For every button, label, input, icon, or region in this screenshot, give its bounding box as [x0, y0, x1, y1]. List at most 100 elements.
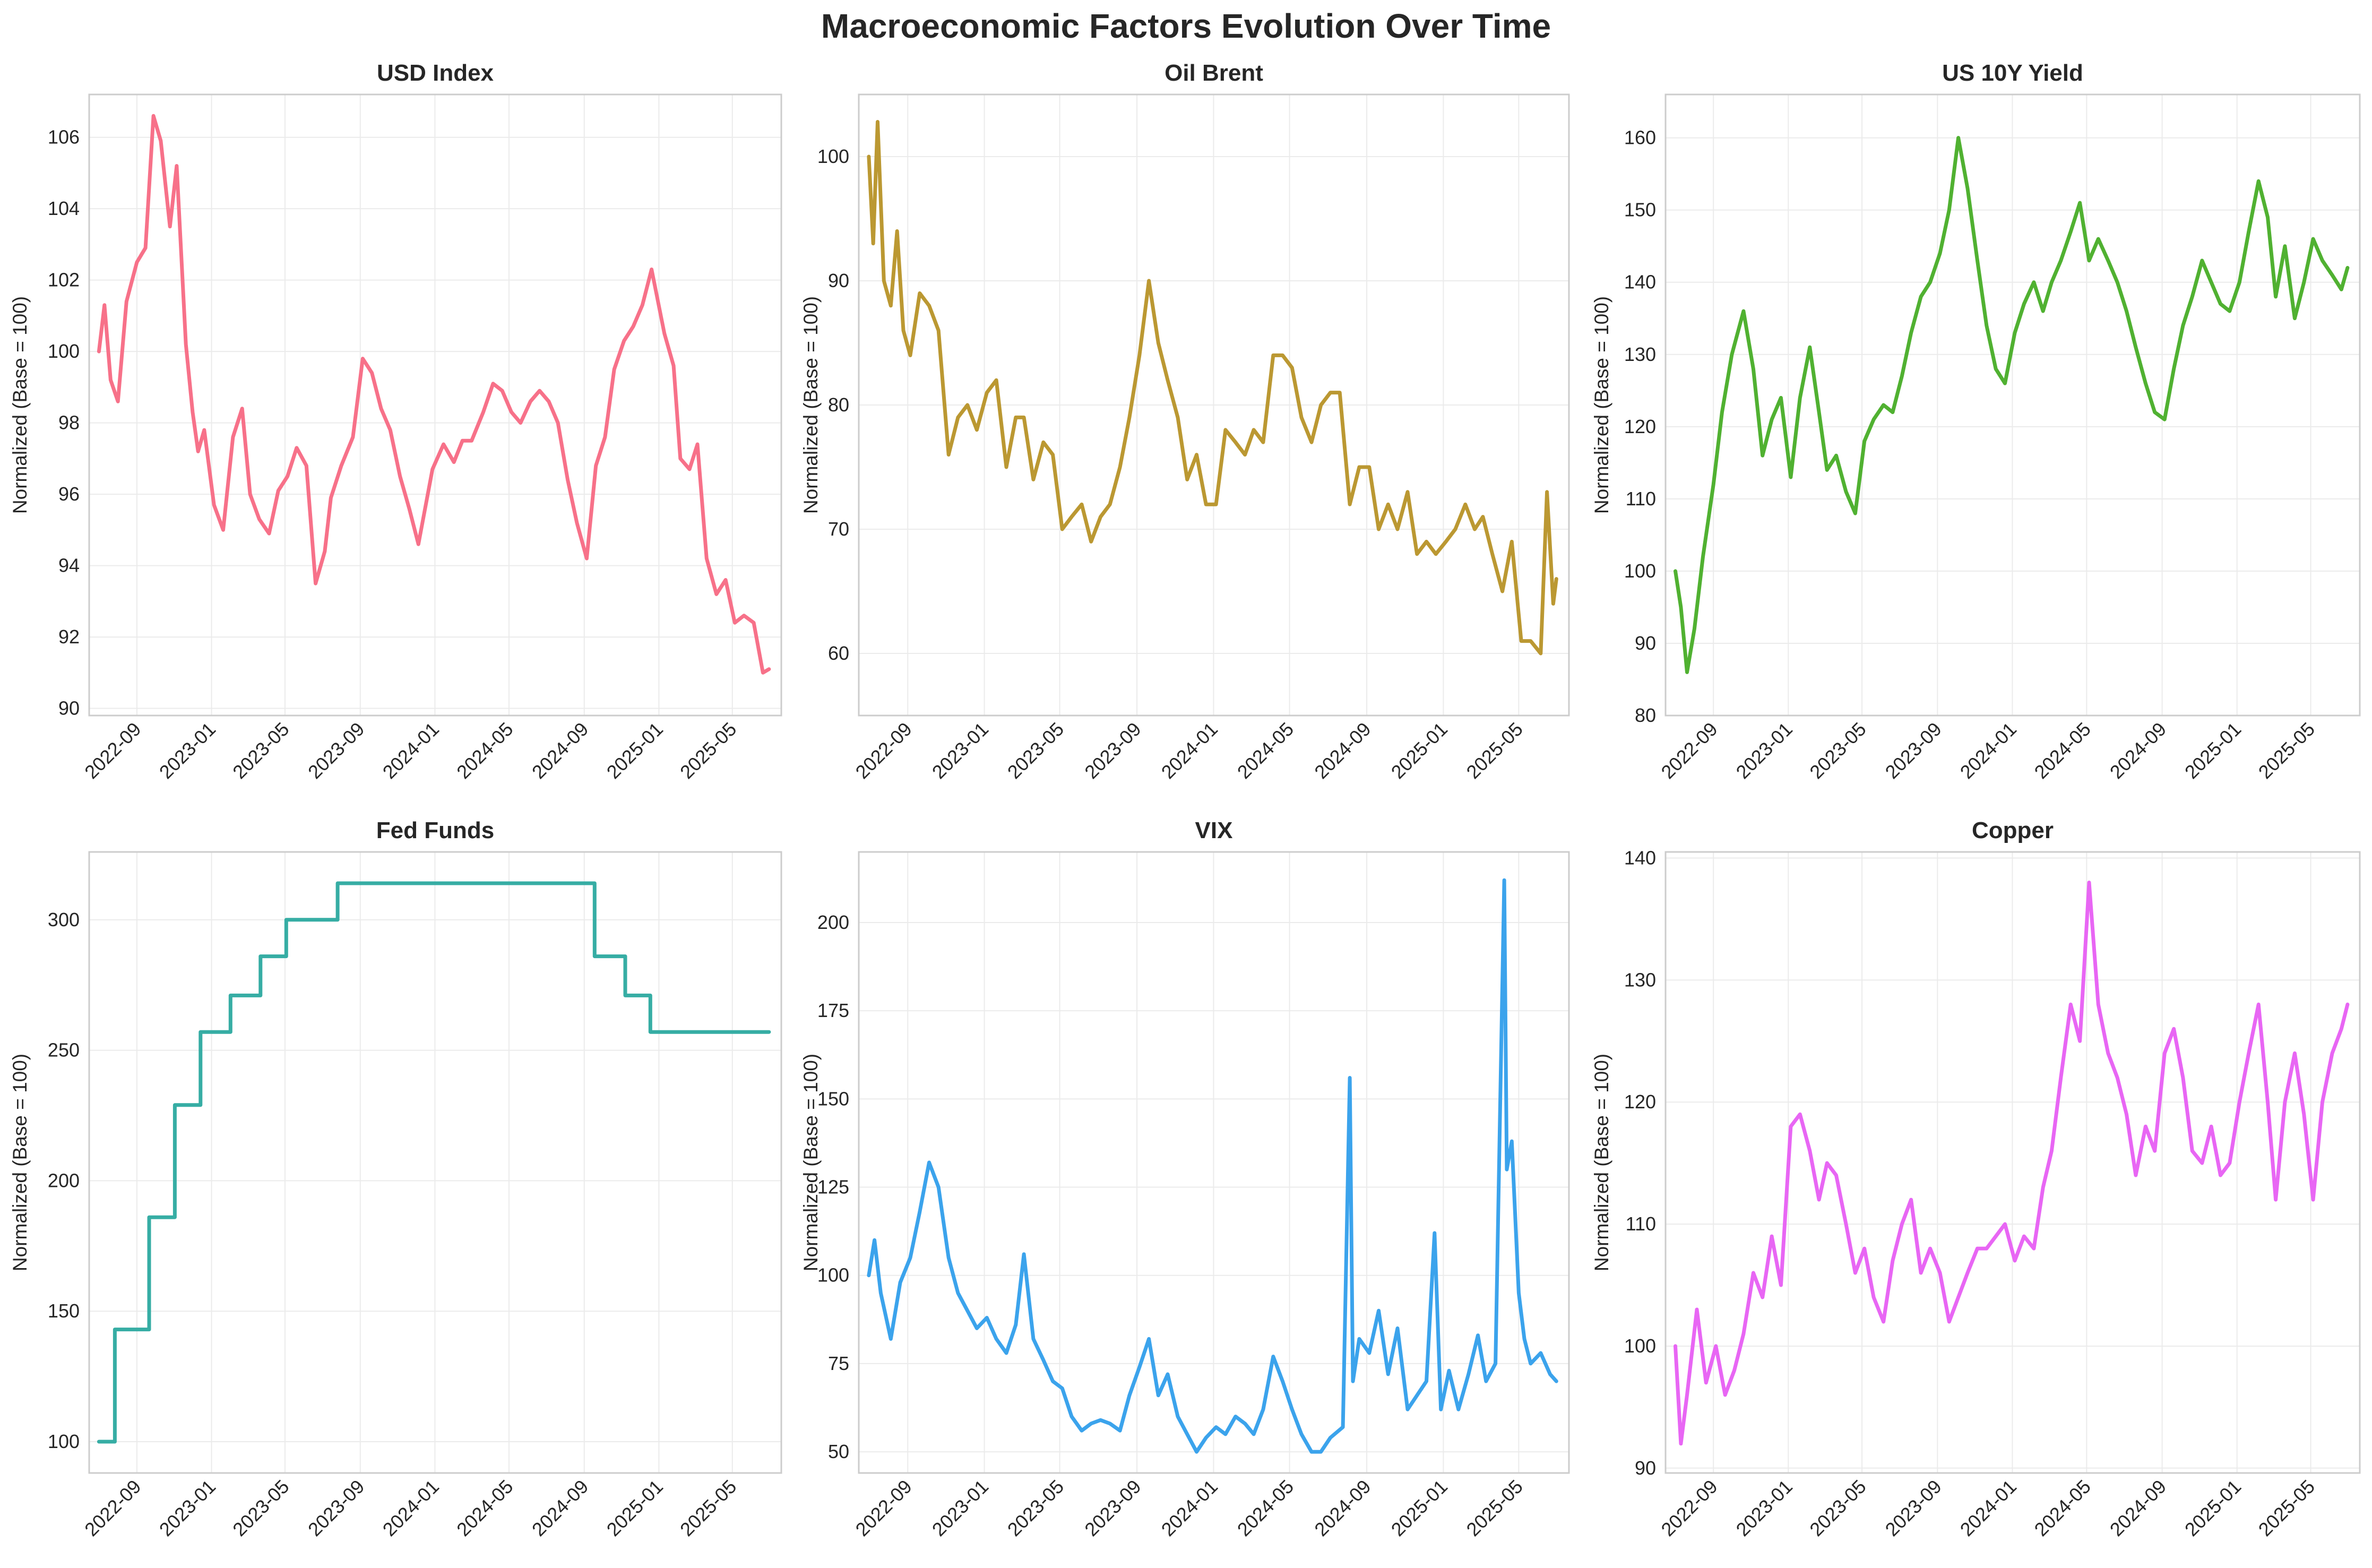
vix-series-line: [867, 878, 1558, 1454]
us-10y-yield-xtick-label: 2023-09: [1881, 718, 1946, 783]
fed-funds-xtick-label: 2024-01: [378, 1476, 443, 1540]
oil-brent-ytick-label: 70: [828, 518, 849, 540]
usd-index-xtick-label: 2023-09: [304, 718, 368, 783]
usd-index-ytick-label: 98: [58, 412, 80, 434]
fed-funds-xtick-label: 2024-05: [452, 1476, 517, 1540]
oil-brent-xtick-label: 2023-01: [928, 718, 993, 783]
copper-ytick-label: 120: [1624, 1091, 1656, 1113]
vix-ytick-label: 200: [817, 911, 849, 933]
us-10y-yield-xtick-label: 2022-09: [1657, 718, 1721, 783]
fed-funds-xtick-label: 2025-05: [676, 1476, 740, 1540]
usd-index-ytick-label: 104: [48, 197, 80, 219]
oil-brent-xtick-label: 2025-01: [1387, 718, 1452, 783]
copper-plot-frame: [1664, 851, 2361, 1474]
us-10y-yield-series-line: [1674, 136, 2350, 674]
usd-index-ytick-label: 106: [48, 126, 80, 148]
oil-brent-ytick-label: 90: [828, 270, 849, 291]
oil-brent-ylabel: Normalized (Base = 100): [800, 296, 822, 514]
fed-funds-xtick-label: 2022-09: [80, 1476, 145, 1540]
us-10y-yield-ytick-label: 120: [1624, 416, 1656, 437]
us-10y-yield-plot-frame: [1664, 93, 2361, 717]
fed-funds-ytick-label: 100: [48, 1431, 80, 1452]
oil-brent-title: Oil Brent: [1165, 60, 1263, 86]
us-10y-yield-ytick-label: 150: [1624, 199, 1656, 221]
vix-xtick-label: 2024-09: [1310, 1476, 1375, 1540]
copper-ytick-label: 100: [1624, 1335, 1656, 1357]
copper-xtick-label: 2024-01: [1956, 1476, 2021, 1540]
vix-plot-frame: [858, 851, 1570, 1474]
copper-ytick-label: 90: [1635, 1457, 1656, 1479]
fed-funds-ytick-label: 250: [48, 1039, 80, 1061]
oil-brent-xtick-label: 2025-05: [1462, 718, 1527, 783]
us-10y-yield-ytick-label: 80: [1635, 704, 1656, 726]
us-10y-yield-xtick-label: 2024-09: [2106, 718, 2170, 783]
vix-ylabel: Normalized (Base = 100): [800, 1054, 822, 1271]
oil-brent-xtick-label: 2024-01: [1157, 718, 1222, 783]
fed-funds-series-line: [97, 881, 771, 1444]
us-10y-yield-xtick-label: 2025-01: [2180, 718, 2245, 783]
usd-index-ytick-label: 92: [58, 626, 80, 648]
us-10y-yield-xtick-label: 2024-05: [2030, 718, 2095, 783]
copper-xtick-label: 2025-05: [2254, 1476, 2319, 1540]
copper-xtick-label: 2023-09: [1881, 1476, 1946, 1540]
oil-brent-series-line: [867, 120, 1558, 656]
usd-index-series-line: [97, 114, 771, 675]
oil-brent-ytick-label: 80: [828, 394, 849, 416]
copper-ylabel: Normalized (Base = 100): [1591, 1054, 1612, 1271]
fed-funds-plot-frame: [88, 851, 782, 1474]
copper-xtick-label: 2024-05: [2030, 1476, 2095, 1540]
oil-brent-plot-frame: [858, 93, 1570, 717]
fed-funds-ytick-label: 300: [48, 909, 80, 931]
copper-grid: [1666, 852, 2360, 1473]
vix-title: VIX: [1195, 817, 1233, 843]
usd-index-ytick-label: 100: [48, 340, 80, 362]
usd-index-plot-frame: [88, 93, 782, 717]
oil-brent-ytick-label: 100: [817, 145, 849, 167]
fed-funds-ytick-label: 200: [48, 1169, 80, 1191]
vix-grid: [859, 852, 1569, 1473]
us-10y-yield-xtick-label: 2023-01: [1732, 718, 1797, 783]
usd-index-ylabel: Normalized (Base = 100): [9, 296, 31, 514]
vix-xtick-label: 2025-05: [1462, 1476, 1527, 1540]
us-10y-yield-ytick-label: 110: [1626, 488, 1656, 510]
vix-xtick-label: 2025-01: [1387, 1476, 1452, 1540]
copper-title: Copper: [1972, 817, 2054, 843]
us-10y-yield-ylabel: Normalized (Base = 100): [1591, 296, 1612, 514]
us-10y-yield-xtick-label: 2024-01: [1956, 718, 2021, 783]
usd-index-ytick-label: 96: [58, 483, 80, 505]
usd-index-title: USD Index: [377, 60, 494, 86]
usd-index-xtick-label: 2024-05: [452, 718, 517, 783]
oil-brent-xtick-label: 2024-05: [1233, 718, 1298, 783]
usd-index-xtick-label: 2024-01: [378, 718, 443, 783]
vix-ytick-label: 175: [817, 1000, 849, 1021]
usd-index-xtick-label: 2024-09: [528, 718, 592, 783]
figure-title: Macroeconomic Factors Evolution Over Tim…: [821, 7, 1551, 45]
fed-funds-grid: [89, 852, 781, 1473]
oil-brent-xtick-label: 2022-09: [851, 718, 916, 783]
vix-ytick-label: 100: [817, 1264, 849, 1286]
us-10y-yield-ytick-label: 140: [1624, 271, 1656, 293]
copper-ytick-label: 110: [1626, 1213, 1656, 1235]
usd-index-xtick-label: 2023-01: [155, 718, 220, 783]
usd-index-ytick-label: 90: [58, 697, 80, 719]
fed-funds-title: Fed Funds: [376, 817, 494, 843]
copper-xtick-label: 2024-09: [2106, 1476, 2170, 1540]
us-10y-yield-ytick-label: 100: [1624, 560, 1656, 582]
us-10y-yield-title: US 10Y Yield: [1942, 60, 2083, 86]
us-10y-yield-ytick-label: 160: [1624, 127, 1656, 149]
fed-funds-xtick-label: 2023-01: [155, 1476, 220, 1540]
us-10y-yield-ytick-label: 130: [1624, 343, 1656, 365]
usd-index-xtick-label: 2023-05: [228, 718, 293, 783]
usd-index-ytick-label: 102: [48, 269, 80, 291]
vix-ytick-label: 50: [828, 1441, 849, 1462]
vix-ytick-label: 75: [828, 1352, 849, 1374]
vix-xtick-label: 2023-09: [1080, 1476, 1145, 1540]
usd-index-xtick-label: 2025-05: [676, 718, 740, 783]
vix-xtick-label: 2024-05: [1233, 1476, 1298, 1540]
oil-brent-ytick-label: 60: [828, 642, 849, 664]
